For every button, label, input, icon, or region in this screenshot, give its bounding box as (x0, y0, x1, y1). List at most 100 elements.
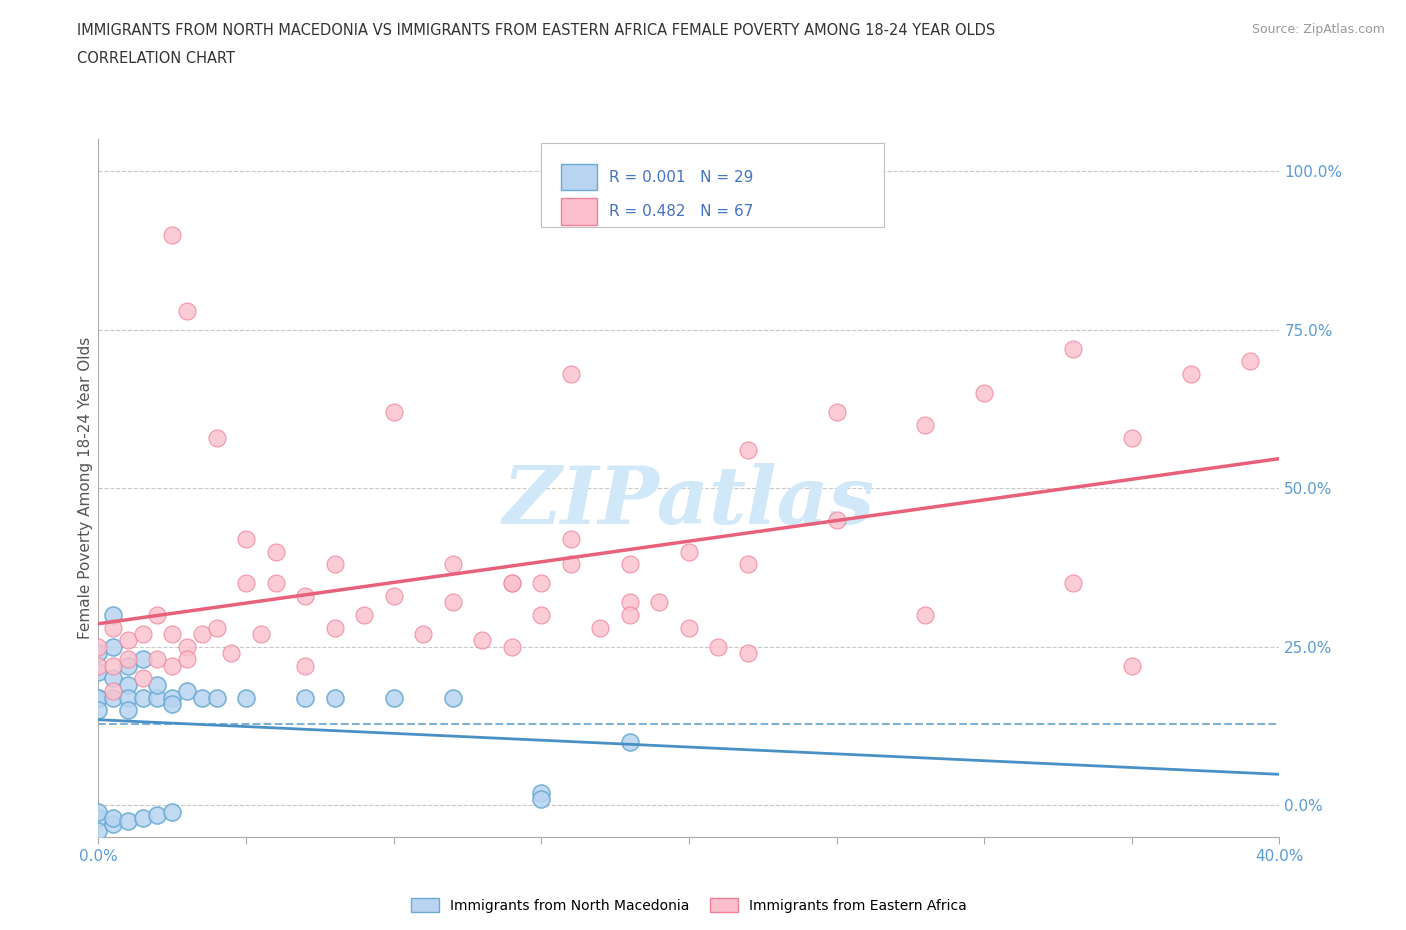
Point (914, 418, 936, 432)
Point (87, 658, 110, 673)
Point (117, 633, 139, 648)
Point (146, 690, 169, 705)
Point (146, 652, 169, 667)
Text: ZIPatlas: ZIPatlas (503, 463, 875, 541)
Point (103, 671, 125, 686)
Point (176, 303, 198, 318)
Point (737, 443, 759, 458)
Point (205, 620, 228, 635)
Point (191, 627, 214, 642)
Point (235, 690, 257, 705)
Point (117, 814, 139, 829)
Point (353, 607, 375, 622)
Point (737, 557, 759, 572)
Point (87, 811, 110, 826)
Point (382, 405, 405, 419)
Point (737, 645, 759, 660)
Point (235, 576, 257, 591)
Point (560, 557, 582, 572)
Point (103, 620, 125, 635)
FancyBboxPatch shape (561, 198, 596, 225)
Point (87, 690, 110, 705)
Point (1180, 366, 1202, 381)
Point (530, 785, 553, 800)
Point (382, 690, 405, 705)
Point (441, 690, 464, 705)
Point (132, 811, 155, 826)
Point (530, 576, 553, 591)
Point (146, 677, 169, 692)
Point (619, 595, 641, 610)
Point (825, 405, 848, 419)
Point (176, 684, 198, 698)
FancyBboxPatch shape (561, 164, 596, 191)
Point (560, 366, 582, 381)
Point (191, 690, 214, 705)
Point (501, 576, 523, 591)
Point (1121, 658, 1143, 673)
Point (103, 639, 125, 654)
Point (323, 620, 346, 635)
Text: R = 0.482   N = 67: R = 0.482 N = 67 (609, 205, 754, 219)
Point (146, 607, 169, 622)
Point (412, 627, 434, 642)
Text: IMMIGRANTS FROM NORTH MACEDONIA VS IMMIGRANTS FROM EASTERN AFRICA FEMALE POVERTY: IMMIGRANTS FROM NORTH MACEDONIA VS IMMIG… (77, 23, 995, 38)
Point (501, 576, 523, 591)
Point (501, 639, 523, 654)
Point (132, 690, 155, 705)
Point (264, 576, 287, 591)
Point (162, 658, 183, 673)
Point (117, 652, 139, 667)
Point (117, 690, 139, 705)
Point (103, 690, 125, 705)
Point (678, 620, 700, 635)
Point (619, 735, 641, 750)
Point (1062, 341, 1084, 356)
Point (205, 430, 228, 445)
Point (146, 807, 169, 822)
Point (707, 639, 730, 654)
Point (162, 804, 183, 819)
Point (176, 652, 198, 667)
Point (132, 652, 155, 667)
Point (589, 620, 612, 635)
Point (323, 557, 346, 572)
Point (1239, 354, 1261, 369)
Point (294, 658, 316, 673)
Point (219, 645, 242, 660)
Point (87, 690, 110, 705)
Point (250, 627, 273, 642)
Point (117, 658, 139, 673)
Point (117, 703, 139, 718)
Point (205, 690, 228, 705)
Point (87, 665, 110, 680)
Point (678, 544, 700, 559)
Point (103, 811, 125, 826)
Point (132, 671, 155, 686)
Point (162, 690, 183, 705)
Point (914, 607, 936, 622)
Point (382, 589, 405, 604)
Y-axis label: Female Poverty Among 18-24 Year Olds: Female Poverty Among 18-24 Year Olds (77, 338, 93, 640)
Point (103, 607, 125, 622)
Point (87, 703, 110, 718)
Point (619, 557, 641, 572)
Point (162, 227, 183, 242)
Point (117, 677, 139, 692)
Point (264, 544, 287, 559)
Point (825, 512, 848, 527)
Point (560, 532, 582, 547)
Point (294, 589, 316, 604)
Point (235, 532, 257, 547)
Point (323, 690, 346, 705)
Point (103, 817, 125, 831)
Point (1121, 430, 1143, 445)
Point (162, 697, 183, 711)
Point (176, 639, 198, 654)
Point (103, 684, 125, 698)
Point (87, 823, 110, 838)
Point (441, 557, 464, 572)
Point (619, 607, 641, 622)
Text: CORRELATION CHART: CORRELATION CHART (77, 51, 235, 66)
Point (1062, 576, 1084, 591)
